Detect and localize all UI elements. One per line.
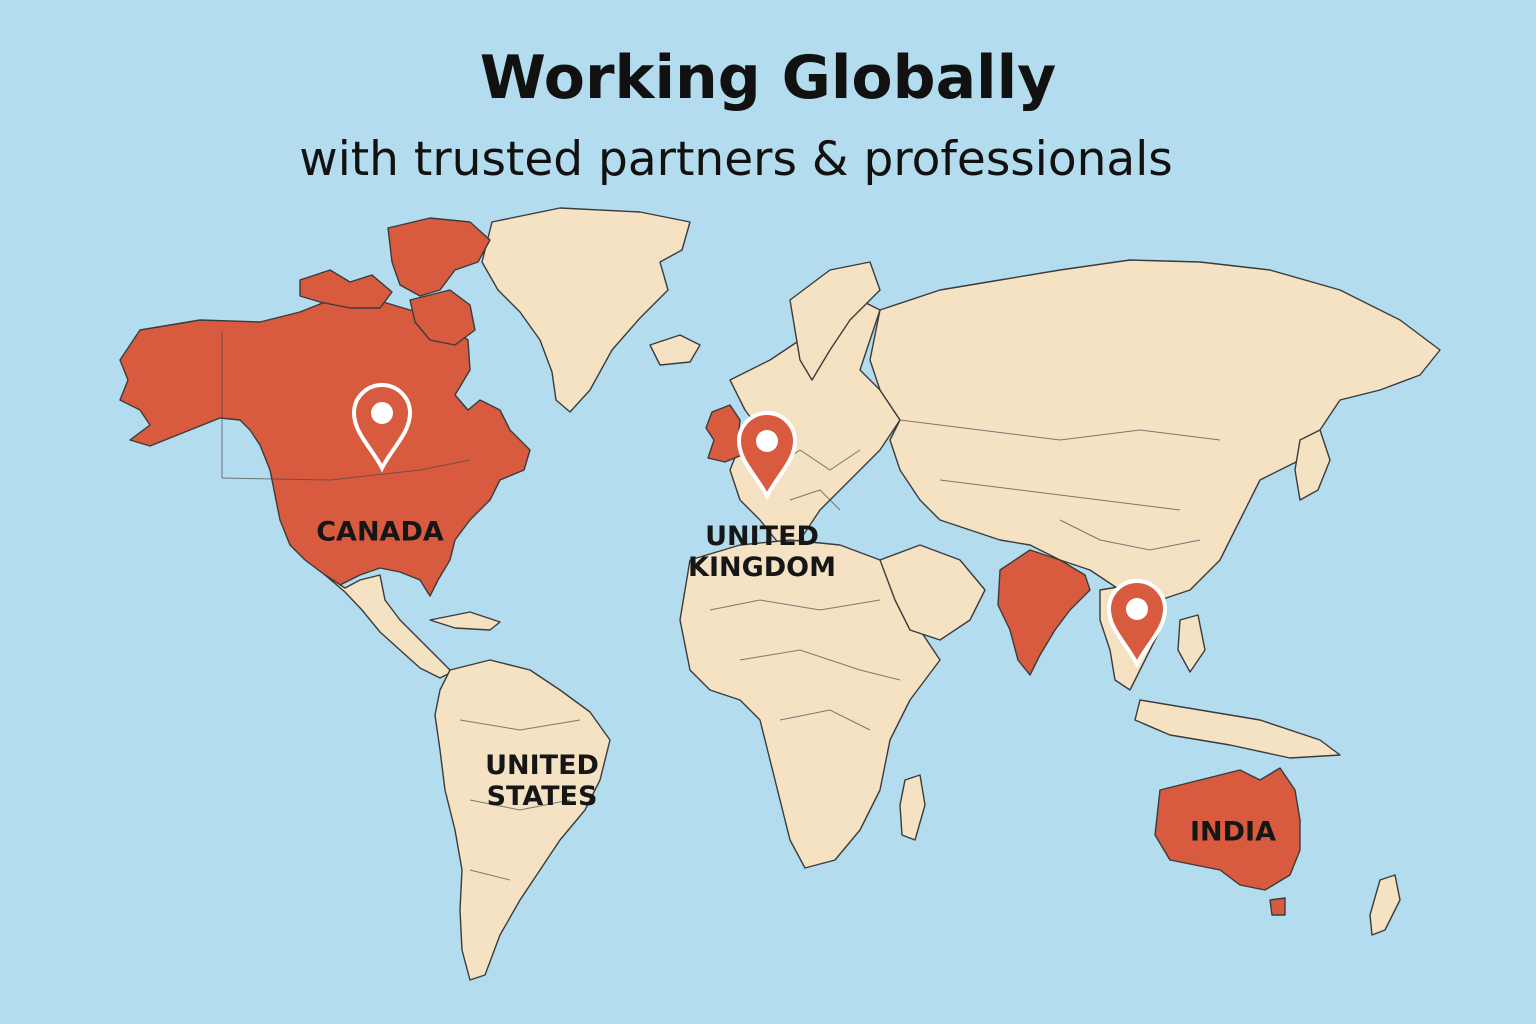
landmass-arctic-islands	[387, 217, 491, 297]
map-pin-icon	[351, 383, 413, 473]
border-south-america-1	[459, 719, 581, 731]
landmass-south-america	[434, 659, 611, 981]
landmass-asia	[869, 259, 1441, 601]
landmass-new-zealand	[1369, 874, 1401, 936]
border-africa-1	[709, 599, 881, 611]
landmass-greenland	[481, 207, 691, 413]
pin-center	[1126, 598, 1148, 620]
landmass-indonesia	[1134, 699, 1341, 759]
landmass-arctic-islands-2	[299, 269, 393, 309]
landmass-caribbean	[429, 611, 501, 631]
border-europe-2	[789, 489, 841, 511]
label-united-states: UNITED STATES	[485, 749, 599, 812]
pin-canada[interactable]	[351, 383, 413, 473]
page-subtitle: with trusted partners & professionals	[299, 132, 1173, 187]
pin-southeast-asia[interactable]	[1106, 579, 1168, 669]
label-india: INDIA	[1190, 816, 1276, 848]
landmass-united-kingdom	[705, 404, 743, 463]
landmass-tasmania	[1269, 897, 1286, 916]
landmass-madagascar	[899, 774, 926, 841]
border-asia-1	[899, 419, 1221, 441]
border-south-america-3	[469, 869, 511, 881]
pin-center	[756, 430, 778, 452]
border-south-america-2	[469, 799, 571, 811]
landmass-scandinavia	[789, 261, 881, 381]
border-asia-2	[939, 479, 1181, 511]
landmass-philippines	[1177, 614, 1206, 673]
landmass-baffin	[409, 289, 476, 346]
pin-center	[371, 402, 393, 424]
landmass-iceland	[649, 334, 701, 366]
landmass-africa	[679, 539, 941, 869]
border-africa-3	[779, 709, 871, 731]
landmass-australia	[1154, 767, 1301, 891]
landmass-japan	[1294, 429, 1331, 501]
map-pin-icon	[736, 411, 798, 501]
border-canada-usa	[221, 459, 471, 481]
landmass-central-america	[324, 574, 453, 679]
map-pin-icon	[1106, 579, 1168, 669]
landmass-india	[997, 549, 1091, 676]
label-united-kingdom: UNITED KINGDOM	[688, 520, 836, 583]
page-title: Working Globally	[479, 43, 1057, 113]
border-africa-2	[739, 649, 901, 681]
label-canada: CANADA	[316, 516, 444, 548]
border-asia-3	[1059, 519, 1201, 551]
pin-europe[interactable]	[736, 411, 798, 501]
landmass-arabia	[879, 544, 986, 641]
